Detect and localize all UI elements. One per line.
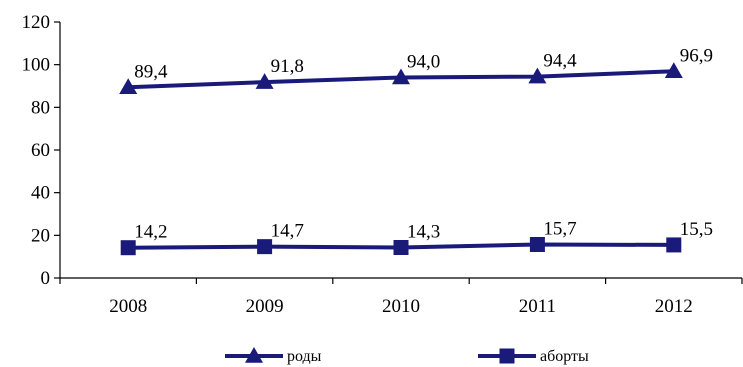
series-aborty: 14,2 14,7 14,3 15,7 15,5: [120, 219, 713, 256]
square-data-point: [257, 239, 273, 255]
x-tick-label: 2010: [382, 296, 420, 317]
data-label: 15,7: [543, 219, 576, 240]
data-label: 14,2: [134, 222, 167, 243]
data-label: 94,0: [407, 51, 440, 72]
y-tick-label: 20: [31, 225, 50, 246]
triangle-data-point: [664, 62, 683, 79]
x-tick-label: 2009: [246, 296, 284, 317]
data-label: 96,9: [680, 45, 713, 66]
legend-label: аборты: [540, 348, 589, 365]
series-rody: 89,4 91,8 94,0 94,4 96,9: [119, 45, 713, 95]
data-label: 91,8: [271, 56, 304, 77]
legend-item: роды: [225, 347, 322, 365]
data-label: 89,4: [134, 61, 168, 82]
data-label: 94,4: [543, 51, 577, 72]
y-tick-label: 100: [22, 55, 51, 76]
legend-square-icon: [499, 348, 515, 364]
y-tick-label: 40: [31, 183, 50, 204]
triangle-data-point: [528, 67, 547, 84]
y-tick-label: 0: [41, 268, 51, 289]
y-tick-label: 60: [31, 140, 50, 161]
y-tick-label: 120: [22, 12, 51, 33]
square-data-point: [393, 239, 409, 255]
legend-label: роды: [287, 348, 322, 365]
triangle-data-point: [119, 78, 138, 95]
square-data-point: [529, 237, 545, 253]
data-label: 14,7: [271, 221, 304, 242]
x-tick-label: 2012: [655, 296, 693, 317]
square-data-point: [666, 237, 682, 253]
data-label: 15,5: [680, 219, 713, 240]
triangle-data-point: [255, 73, 274, 89]
legend-item: аборты: [478, 348, 589, 365]
series-layer: 89,4 91,8 94,0 94,4 96,9 14,2 14,7 14,3 15,7 15,5: [119, 45, 713, 256]
square-data-point: [120, 240, 136, 256]
y-tick-label: 80: [31, 97, 50, 118]
triangle-data-point: [392, 68, 410, 85]
y-axis-ticks: 0 20 40 60 80 100 120: [22, 12, 60, 289]
data-label: 14,3: [407, 221, 440, 242]
x-tick-label: 2008: [109, 296, 147, 317]
legend-triangle-icon: [245, 347, 263, 363]
x-axis-ticks: 2008 2009 2010 2011 2012: [59, 278, 743, 317]
x-tick-label: 2011: [519, 296, 556, 317]
legend: роды аборты: [225, 347, 589, 365]
